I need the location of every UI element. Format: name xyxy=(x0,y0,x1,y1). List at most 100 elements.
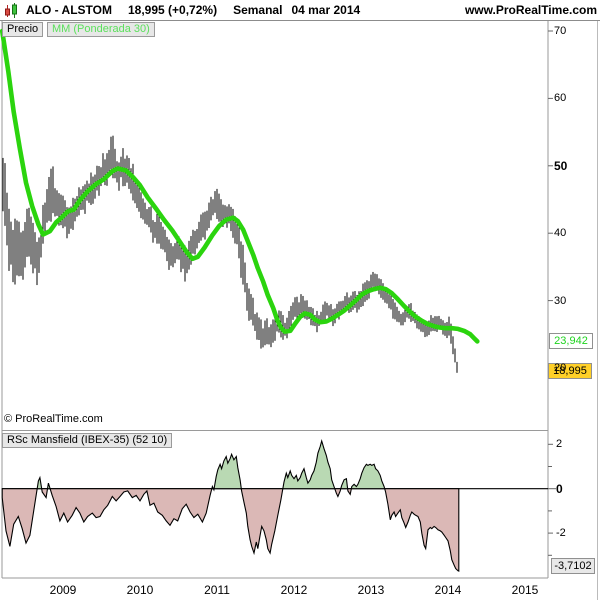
price-bar xyxy=(456,361,458,373)
price-bar xyxy=(264,320,266,346)
price-bar xyxy=(222,204,224,227)
price-change: (+0,72%) xyxy=(168,3,218,17)
year-axis-label: 2010 xyxy=(126,583,154,597)
price-bar xyxy=(156,213,158,244)
price-bar xyxy=(372,271,374,287)
last-price: 18,995 xyxy=(128,3,165,17)
price-series-chip[interactable]: Precio xyxy=(2,22,44,37)
price-bar xyxy=(328,305,330,321)
price-bar xyxy=(424,321,426,338)
date-label: 04 mar 2014 xyxy=(291,3,361,17)
price-bar xyxy=(302,295,304,318)
indicator-chip[interactable]: RSc Mansfield (IBEX-35) (52 10) xyxy=(2,433,173,448)
indicator-axis-label: 0 xyxy=(556,481,563,496)
price-bar xyxy=(18,221,20,277)
website-watermark: www.ProRealTime.com xyxy=(464,3,597,17)
instrument-name: ALO - ALSTOM xyxy=(26,3,112,17)
price-bar xyxy=(14,218,16,285)
price-bar xyxy=(6,192,8,246)
price-bar xyxy=(298,302,300,317)
price-bar xyxy=(68,207,70,234)
price-bar xyxy=(216,188,218,220)
price-bar xyxy=(2,157,4,212)
title-bar: ALO - ALSTOM 18,995 (+0,72%) Semanal 04 … xyxy=(0,0,600,21)
price-bar xyxy=(190,236,192,265)
price-bar xyxy=(70,206,72,229)
year-axis-label: 2014 xyxy=(434,583,462,597)
price-bar xyxy=(270,324,272,348)
price-bar xyxy=(224,205,226,224)
price-bar xyxy=(422,322,424,333)
price-bar xyxy=(182,250,184,269)
price-bar xyxy=(16,220,18,276)
price-bar xyxy=(168,239,170,270)
price-bar xyxy=(304,300,306,319)
price-axis-label: 50 xyxy=(554,158,568,173)
price-bar xyxy=(48,176,50,221)
price-bar xyxy=(50,168,52,222)
price-bar xyxy=(418,316,420,330)
ma-value-tag: 23,942 xyxy=(549,333,593,349)
price-bar xyxy=(194,230,196,255)
price-bar xyxy=(28,207,30,257)
mansfield-outline xyxy=(1,438,460,572)
price-bar xyxy=(420,318,422,332)
price-bar xyxy=(300,294,302,314)
price-bar xyxy=(154,222,156,238)
price-bar xyxy=(148,207,150,228)
price-bar xyxy=(434,316,436,332)
price-bar xyxy=(140,192,142,219)
price-bar xyxy=(26,208,28,257)
price-bar xyxy=(240,241,242,278)
price-axis-label: 20 xyxy=(554,362,567,374)
price-bar xyxy=(294,297,296,317)
price-bar xyxy=(100,167,102,187)
price-bar xyxy=(296,296,298,320)
price-bar xyxy=(392,299,394,319)
price-bar xyxy=(56,190,58,216)
price-bar xyxy=(338,301,340,320)
price-bar xyxy=(106,153,108,186)
price-bar xyxy=(260,319,262,349)
indicator-value-tag: -3,7102 xyxy=(551,558,595,574)
price-bar xyxy=(38,237,40,273)
price-bar xyxy=(166,236,168,262)
last-price-tag: 18,995 xyxy=(548,363,592,379)
price-bar xyxy=(452,336,454,355)
price-bar xyxy=(162,226,164,250)
price-bar xyxy=(116,161,118,183)
price-bar xyxy=(8,208,10,271)
price-bar xyxy=(388,294,390,309)
moving-average-chip[interactable]: MM (Ponderada 30) xyxy=(47,22,155,37)
price-bar xyxy=(32,222,34,274)
price-bar xyxy=(370,274,372,289)
price-bar xyxy=(178,236,180,260)
price-bar xyxy=(292,302,294,320)
price-bar xyxy=(450,323,452,344)
price-bar xyxy=(400,313,402,326)
price-bar xyxy=(122,148,124,187)
price-bar xyxy=(40,228,42,258)
price-bar xyxy=(396,306,398,322)
price-bar xyxy=(426,323,428,337)
year-axis-label: 2009 xyxy=(49,583,77,597)
price-bar xyxy=(42,204,44,244)
price-bar xyxy=(274,317,276,341)
price-bar xyxy=(4,163,6,226)
price-bar xyxy=(404,308,406,323)
price-bar xyxy=(30,216,32,265)
price-bar xyxy=(402,312,404,326)
mansfield-negative-area xyxy=(2,488,459,572)
price-bar xyxy=(246,282,248,311)
ma-line xyxy=(0,28,480,344)
price-bar xyxy=(428,320,430,335)
price-bar xyxy=(132,163,134,201)
price-bar xyxy=(198,221,200,243)
price-bar xyxy=(212,199,214,216)
price-bar xyxy=(416,314,418,329)
price-bar xyxy=(184,245,186,282)
candlestick-icon xyxy=(4,2,20,19)
price-bar xyxy=(34,232,36,269)
price-bar xyxy=(210,196,212,221)
